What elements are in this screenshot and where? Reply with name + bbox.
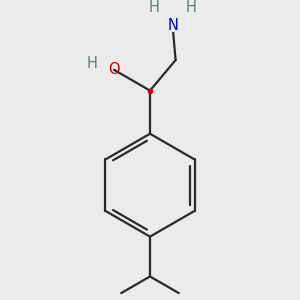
Text: H: H [149, 0, 160, 15]
Text: O: O [108, 62, 120, 77]
Text: N: N [167, 18, 178, 33]
Text: H: H [86, 56, 97, 71]
Text: H: H [185, 0, 196, 15]
